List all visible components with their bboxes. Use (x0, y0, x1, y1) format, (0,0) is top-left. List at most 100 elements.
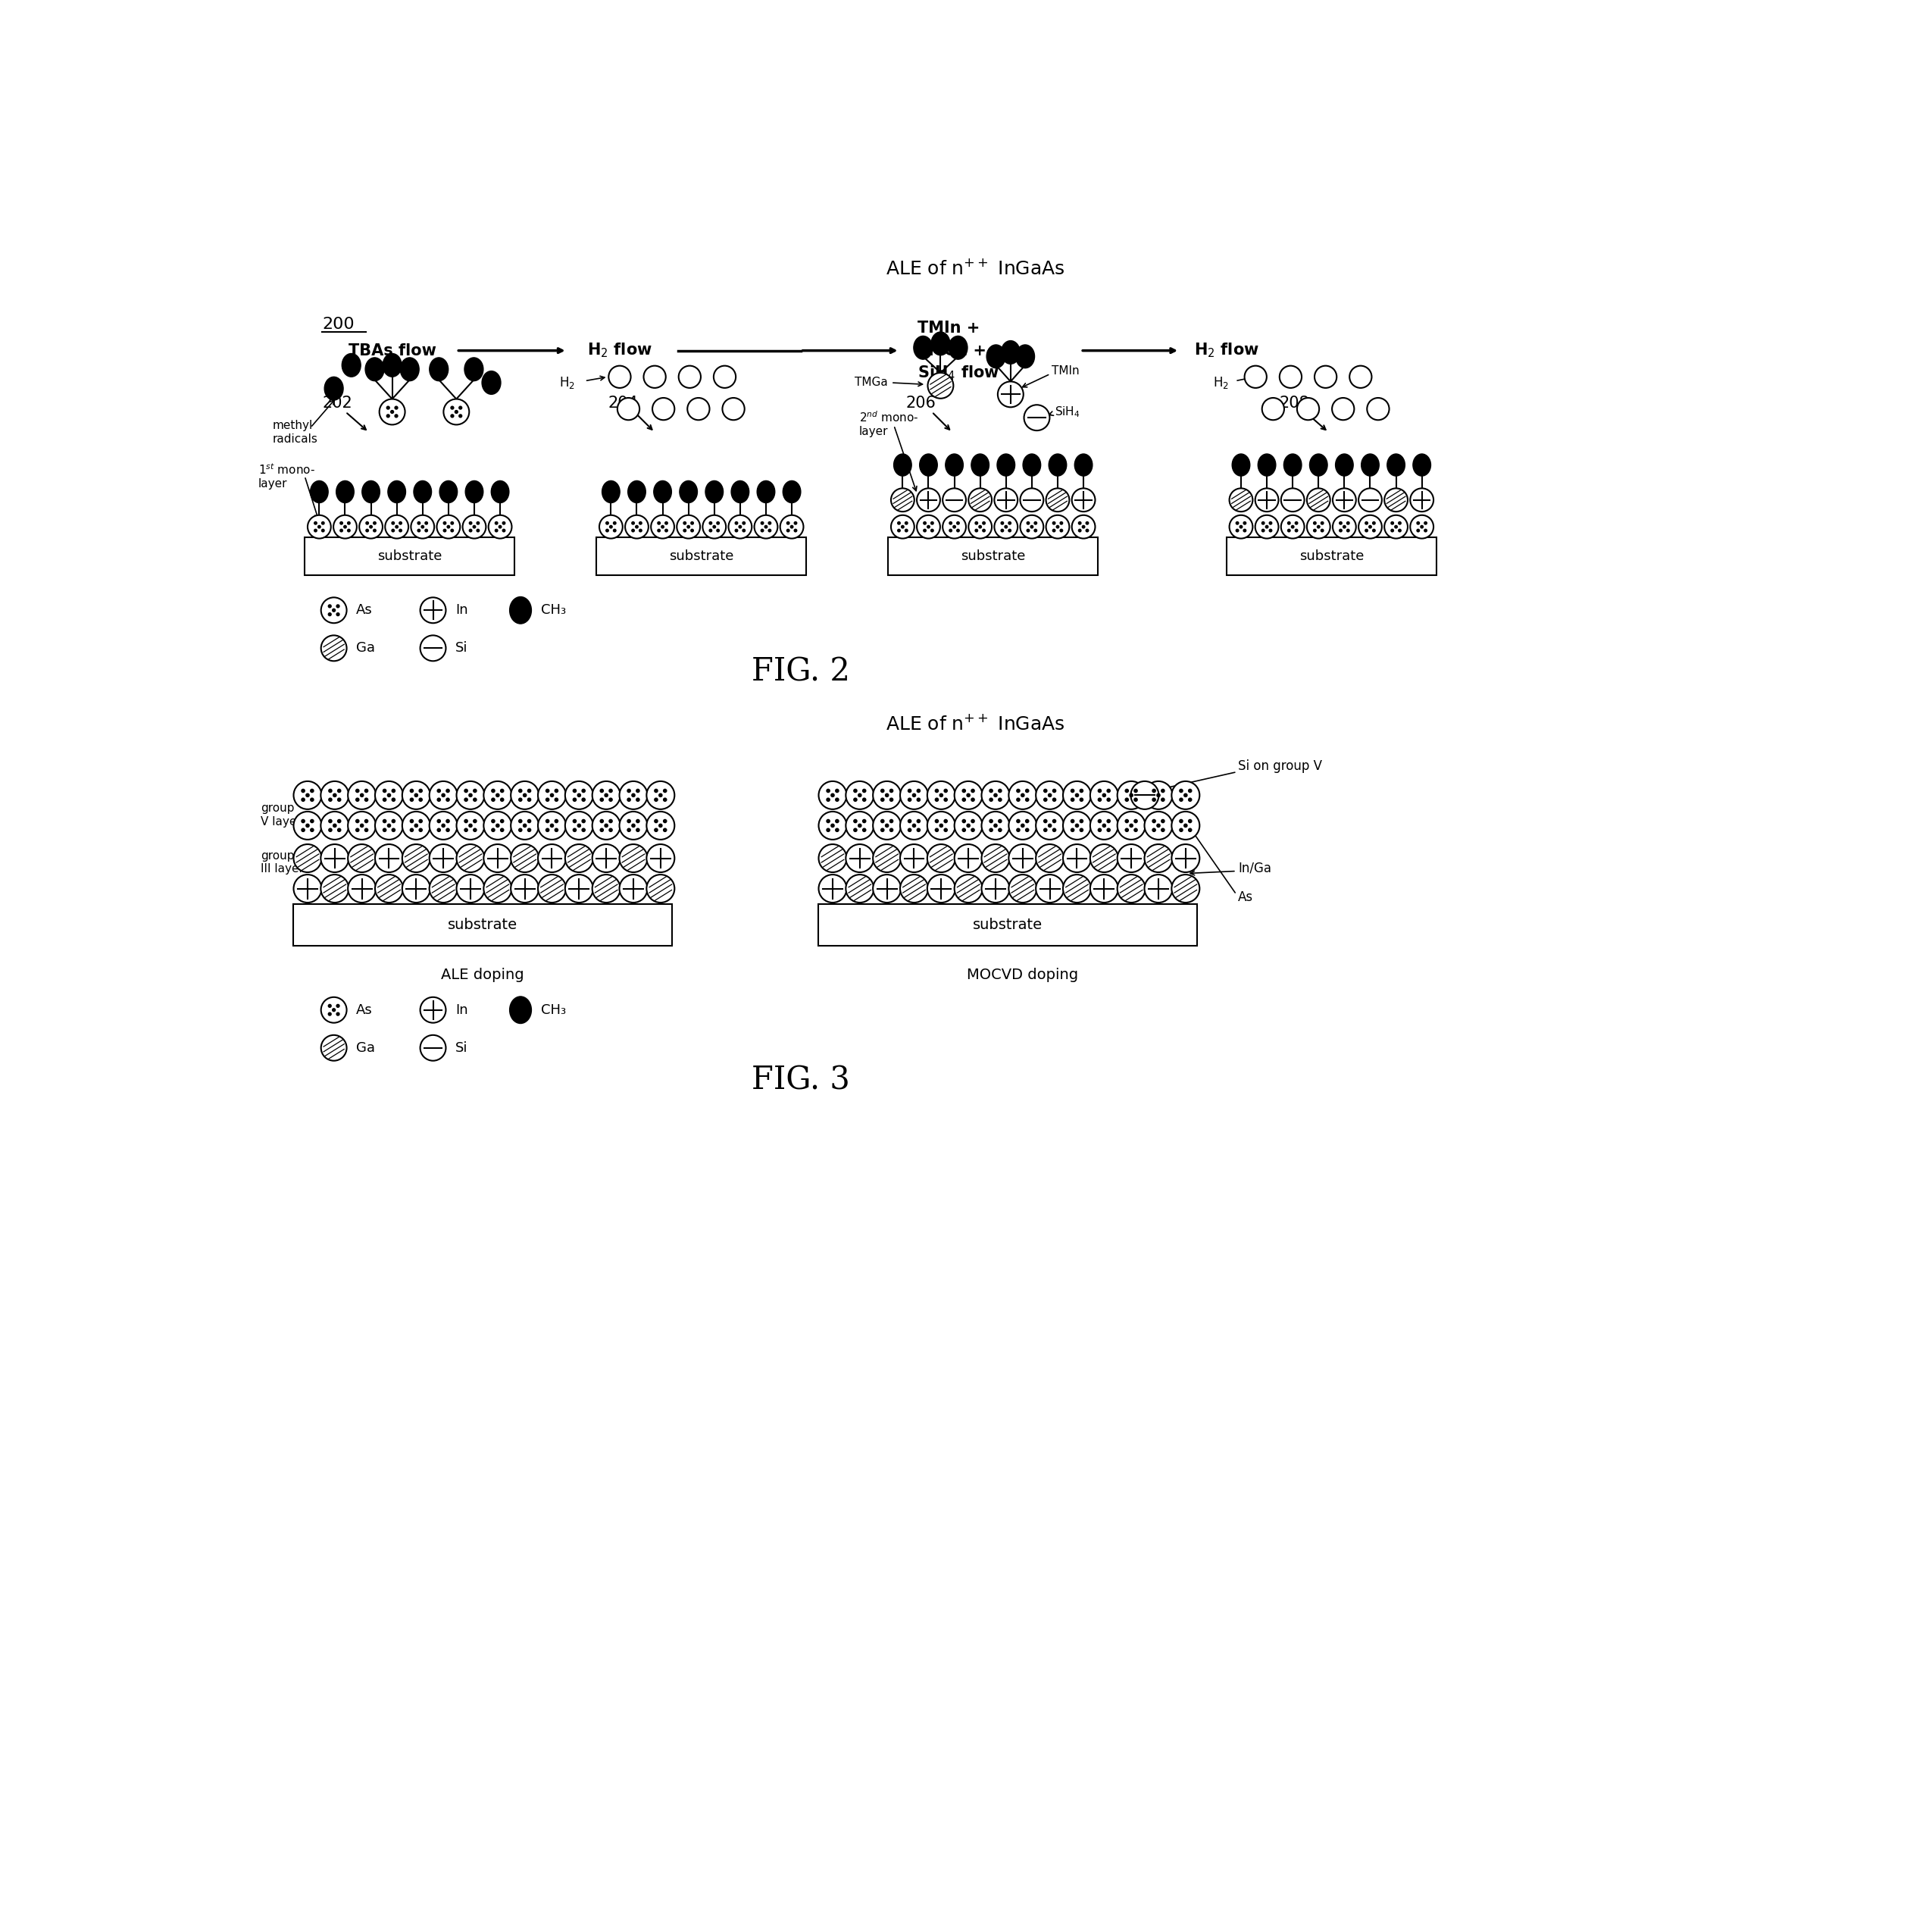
Circle shape (294, 875, 321, 902)
Circle shape (904, 529, 908, 532)
Circle shape (1291, 525, 1294, 529)
Circle shape (1151, 820, 1155, 823)
Circle shape (373, 521, 377, 525)
Circle shape (383, 799, 386, 800)
Circle shape (819, 781, 846, 810)
Circle shape (469, 793, 471, 797)
Circle shape (954, 781, 981, 810)
Circle shape (1347, 521, 1349, 525)
Circle shape (918, 515, 941, 538)
Circle shape (753, 515, 777, 538)
Circle shape (620, 781, 647, 810)
Circle shape (786, 529, 790, 532)
Circle shape (334, 515, 357, 538)
Circle shape (355, 799, 359, 800)
Circle shape (891, 829, 893, 831)
Circle shape (981, 875, 1010, 902)
Circle shape (601, 799, 603, 800)
Circle shape (1053, 829, 1057, 831)
Circle shape (651, 515, 674, 538)
Circle shape (551, 823, 554, 827)
Circle shape (954, 845, 981, 871)
Circle shape (554, 799, 558, 800)
Circle shape (518, 789, 522, 793)
Circle shape (1294, 529, 1298, 532)
Circle shape (684, 529, 686, 532)
Text: group
III layer: group III layer (261, 850, 303, 875)
Circle shape (854, 829, 858, 831)
Circle shape (935, 789, 939, 793)
Circle shape (908, 820, 912, 823)
Circle shape (1036, 812, 1065, 839)
Ellipse shape (931, 331, 951, 354)
Text: As: As (355, 603, 373, 617)
Circle shape (497, 793, 498, 797)
Circle shape (632, 823, 636, 827)
Circle shape (659, 823, 663, 827)
Circle shape (446, 525, 450, 529)
Circle shape (1124, 789, 1128, 793)
Circle shape (1130, 793, 1132, 797)
Circle shape (900, 812, 927, 839)
Circle shape (332, 609, 336, 611)
Circle shape (717, 529, 719, 532)
Ellipse shape (466, 481, 483, 504)
Circle shape (554, 789, 558, 793)
Circle shape (678, 366, 701, 389)
Circle shape (419, 820, 423, 823)
Circle shape (898, 521, 900, 525)
Circle shape (1009, 521, 1010, 525)
Text: Ga: Ga (355, 1042, 375, 1055)
Circle shape (1049, 793, 1051, 797)
Ellipse shape (972, 454, 989, 477)
Circle shape (1009, 529, 1010, 532)
Circle shape (1086, 529, 1088, 532)
Circle shape (692, 521, 694, 525)
Circle shape (1090, 845, 1119, 871)
Circle shape (1151, 789, 1155, 793)
Circle shape (927, 373, 952, 398)
Circle shape (713, 525, 715, 529)
Circle shape (446, 799, 450, 800)
Circle shape (410, 789, 413, 793)
Circle shape (1171, 875, 1200, 902)
Circle shape (355, 829, 359, 831)
Circle shape (500, 789, 504, 793)
Ellipse shape (705, 481, 723, 504)
Circle shape (900, 845, 927, 871)
Circle shape (939, 793, 943, 797)
Circle shape (421, 525, 423, 529)
Circle shape (997, 381, 1024, 408)
Text: substrate: substrate (377, 550, 442, 563)
Text: In: In (456, 1003, 468, 1017)
Circle shape (1188, 799, 1192, 800)
Text: TMIn +: TMIn + (918, 322, 980, 335)
Circle shape (419, 998, 446, 1023)
Circle shape (574, 799, 576, 800)
Circle shape (574, 820, 576, 823)
Circle shape (547, 829, 549, 831)
Circle shape (473, 789, 477, 793)
Circle shape (1366, 529, 1368, 532)
Circle shape (618, 398, 639, 419)
Circle shape (628, 799, 630, 800)
Circle shape (1279, 366, 1302, 389)
Circle shape (1256, 488, 1279, 511)
Circle shape (456, 781, 485, 810)
Circle shape (375, 845, 404, 871)
Circle shape (328, 1005, 330, 1007)
Circle shape (927, 525, 929, 529)
Circle shape (375, 875, 404, 902)
Circle shape (502, 521, 504, 525)
Circle shape (989, 820, 993, 823)
Circle shape (365, 829, 367, 831)
Circle shape (328, 1013, 330, 1015)
Circle shape (620, 875, 647, 902)
Circle shape (1043, 799, 1047, 800)
Text: SiH$_4$: SiH$_4$ (1055, 404, 1080, 419)
Circle shape (956, 529, 960, 532)
Circle shape (1281, 515, 1304, 538)
Circle shape (396, 525, 398, 529)
Text: ALE of n$^{++}$ InGaAs: ALE of n$^{++}$ InGaAs (887, 714, 1065, 733)
Ellipse shape (365, 358, 384, 381)
